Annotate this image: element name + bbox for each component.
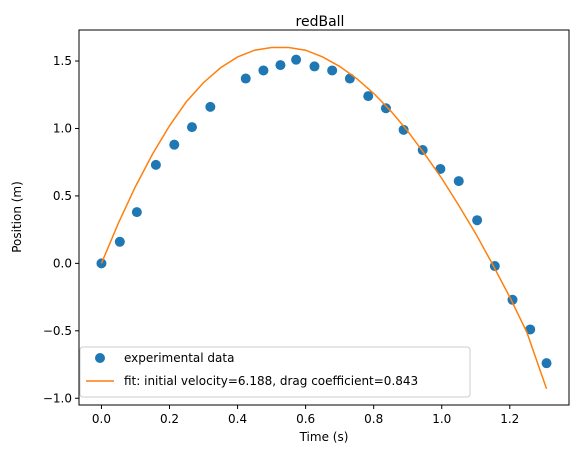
data-point	[258, 65, 269, 76]
y-tick-label: 1.5	[53, 54, 72, 68]
legend: experimental data fit: initial velocity=…	[79, 346, 471, 398]
y-tick-label: 1.0	[53, 121, 72, 135]
x-axis: 0.0 0.2 0.4 0.6 0.8 1.0 1.2	[92, 405, 519, 426]
x-tick-label: 1.2	[500, 412, 519, 426]
data-point	[240, 73, 251, 84]
legend-box	[79, 346, 471, 398]
data-point	[131, 207, 142, 218]
x-tick-label: 1.0	[432, 412, 451, 426]
data-point	[398, 124, 409, 135]
x-tick-label: 0.0	[92, 412, 111, 426]
data-point	[327, 65, 338, 76]
y-axis-label: Position (m)	[10, 181, 24, 253]
axes-frame	[78, 29, 570, 406]
legend-label-fit: fit: initial velocity=6.188, drag coeffi…	[124, 374, 418, 388]
data-point	[525, 324, 536, 335]
y-tick-label: 0.5	[53, 189, 72, 203]
data-point	[275, 60, 286, 71]
x-tick-label: 0.6	[296, 412, 315, 426]
x-axis-label: Time (s)	[299, 430, 349, 444]
y-tick-label: −0.5	[43, 324, 72, 338]
fit-curve	[100, 46, 548, 390]
legend-marker-experimental	[95, 353, 105, 363]
y-axis: −1.0 −0.5 0.0 0.5 1.0 1.5	[43, 54, 79, 405]
data-point	[291, 54, 302, 65]
data-point	[344, 73, 355, 84]
data-point	[309, 61, 320, 72]
data-point	[435, 163, 446, 174]
x-tick-label: 0.8	[364, 412, 383, 426]
y-tick-label: −1.0	[43, 391, 72, 405]
data-point	[205, 101, 216, 112]
data-point	[150, 159, 161, 170]
data-point	[169, 139, 180, 150]
chart-title: redBall	[296, 14, 345, 30]
plot-area	[96, 46, 552, 390]
y-tick-label: 0.0	[53, 256, 72, 270]
data-point	[363, 91, 374, 102]
legend-label-experimental: experimental data	[124, 351, 234, 365]
data-point	[453, 176, 464, 187]
x-tick-label: 0.4	[228, 412, 247, 426]
data-point	[472, 215, 483, 226]
data-point	[186, 122, 197, 133]
data-point	[380, 103, 391, 114]
x-tick-label: 0.2	[160, 412, 179, 426]
data-point	[541, 358, 552, 369]
data-point	[114, 236, 125, 247]
